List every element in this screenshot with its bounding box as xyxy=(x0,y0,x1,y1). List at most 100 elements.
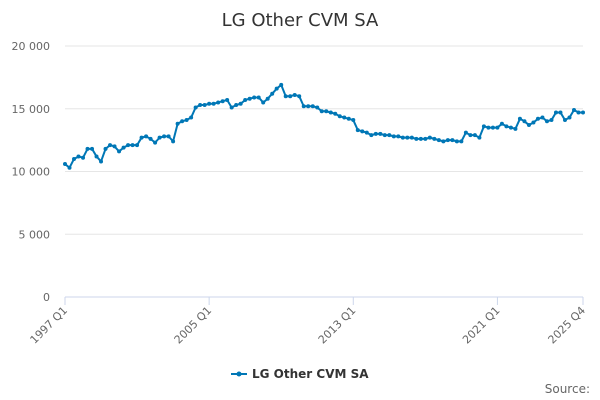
data-point[interactable] xyxy=(117,149,122,154)
data-point[interactable] xyxy=(261,100,266,105)
data-point[interactable] xyxy=(396,134,401,139)
data-point[interactable] xyxy=(581,110,585,115)
data-point[interactable] xyxy=(315,105,320,110)
data-point[interactable] xyxy=(571,108,576,112)
data-point[interactable] xyxy=(328,110,333,115)
data-point[interactable] xyxy=(103,146,108,151)
data-point[interactable] xyxy=(486,125,491,130)
data-point[interactable] xyxy=(369,133,374,138)
data-point[interactable] xyxy=(477,135,482,140)
data-point[interactable] xyxy=(544,119,549,124)
data-point[interactable] xyxy=(522,119,527,124)
data-point[interactable] xyxy=(184,118,189,123)
data-point[interactable] xyxy=(441,139,446,144)
data-point[interactable] xyxy=(517,116,522,121)
data-point[interactable] xyxy=(445,138,450,143)
data-point[interactable] xyxy=(513,126,518,131)
data-point[interactable] xyxy=(454,139,459,144)
data-point[interactable] xyxy=(400,135,405,140)
data-point[interactable] xyxy=(166,134,171,139)
legend[interactable]: LG Other CVM SA xyxy=(231,367,369,381)
data-point[interactable] xyxy=(171,139,176,144)
data-point[interactable] xyxy=(189,115,194,120)
data-point[interactable] xyxy=(94,154,99,159)
data-point[interactable] xyxy=(283,94,288,99)
data-point[interactable] xyxy=(243,97,248,102)
data-point[interactable] xyxy=(333,111,338,116)
data-point[interactable] xyxy=(432,136,437,141)
data-point[interactable] xyxy=(180,119,185,124)
data-point[interactable] xyxy=(256,95,261,100)
data-point[interactable] xyxy=(270,91,275,96)
data-point[interactable] xyxy=(459,139,464,144)
data-point[interactable] xyxy=(144,134,149,139)
data-point[interactable] xyxy=(193,105,198,110)
data-point[interactable] xyxy=(67,165,72,170)
data-point[interactable] xyxy=(562,118,567,123)
data-point[interactable] xyxy=(76,154,81,159)
data-point[interactable] xyxy=(423,136,428,141)
data-point[interactable] xyxy=(346,116,351,121)
data-point[interactable] xyxy=(301,104,306,109)
data-point[interactable] xyxy=(99,159,104,164)
data-point[interactable] xyxy=(495,125,500,130)
data-point[interactable] xyxy=(153,140,158,145)
data-point[interactable] xyxy=(468,133,473,138)
data-point[interactable] xyxy=(72,156,77,161)
data-point[interactable] xyxy=(436,138,441,143)
data-point[interactable] xyxy=(531,120,536,125)
data-point[interactable] xyxy=(310,104,315,109)
data-point[interactable] xyxy=(139,135,144,140)
data-point[interactable] xyxy=(288,94,293,99)
data-point[interactable] xyxy=(126,143,131,148)
data-point[interactable] xyxy=(490,125,495,130)
data-point[interactable] xyxy=(162,134,167,139)
data-point[interactable] xyxy=(499,121,504,126)
data-point[interactable] xyxy=(535,116,540,121)
data-point[interactable] xyxy=(526,123,531,128)
data-point[interactable] xyxy=(508,125,513,130)
data-point[interactable] xyxy=(252,95,257,100)
data-point[interactable] xyxy=(121,145,126,150)
data-point[interactable] xyxy=(360,129,365,134)
data-point[interactable] xyxy=(247,96,252,101)
data-point[interactable] xyxy=(112,144,117,149)
data-point[interactable] xyxy=(108,143,113,148)
data-point[interactable] xyxy=(418,136,423,141)
data-point[interactable] xyxy=(427,135,432,140)
data-point[interactable] xyxy=(148,136,153,141)
data-point[interactable] xyxy=(207,101,212,106)
data-point[interactable] xyxy=(382,133,387,138)
data-point[interactable] xyxy=(324,109,329,114)
data-point[interactable] xyxy=(450,138,455,143)
data-point[interactable] xyxy=(405,135,410,140)
data-point[interactable] xyxy=(229,105,234,110)
data-point[interactable] xyxy=(540,115,545,120)
data-point[interactable] xyxy=(351,118,356,123)
data-point[interactable] xyxy=(342,115,347,120)
data-point[interactable] xyxy=(81,155,86,160)
data-point[interactable] xyxy=(175,121,180,126)
data-point[interactable] xyxy=(414,136,419,141)
data-point[interactable] xyxy=(234,102,239,107)
data-point[interactable] xyxy=(337,114,342,119)
data-point[interactable] xyxy=(202,102,207,107)
data-point[interactable] xyxy=(297,94,302,99)
data-point[interactable] xyxy=(274,86,279,91)
data-point[interactable] xyxy=(463,130,468,135)
data-point[interactable] xyxy=(391,134,396,139)
data-point[interactable] xyxy=(387,133,392,138)
data-point[interactable] xyxy=(355,128,360,133)
data-point[interactable] xyxy=(90,146,95,151)
data-point[interactable] xyxy=(216,100,221,105)
data-point[interactable] xyxy=(306,104,311,109)
data-point[interactable] xyxy=(504,124,509,129)
data-point[interactable] xyxy=(279,82,284,87)
data-point[interactable] xyxy=(220,99,225,104)
data-point[interactable] xyxy=(63,161,67,166)
data-point[interactable] xyxy=(319,109,324,114)
data-point[interactable] xyxy=(481,124,486,129)
data-point[interactable] xyxy=(157,135,162,140)
data-point[interactable] xyxy=(265,96,270,101)
data-point[interactable] xyxy=(553,110,558,115)
